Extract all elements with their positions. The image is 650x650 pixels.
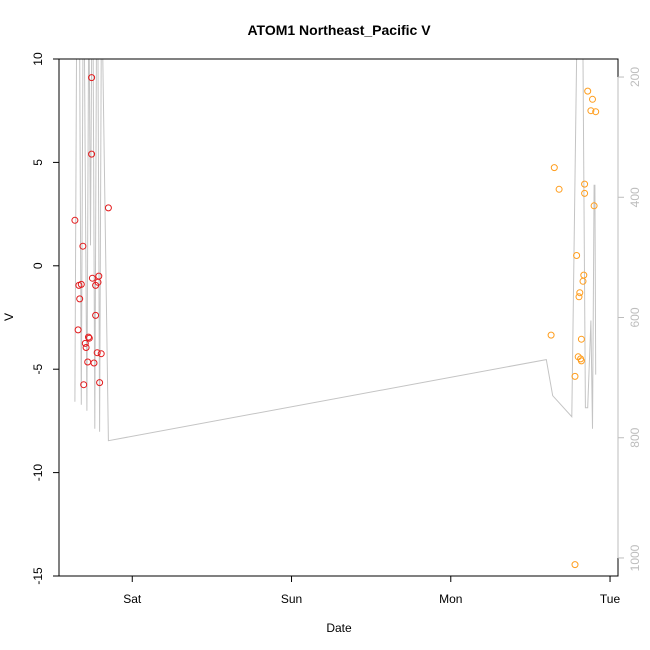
series-1-point-22 xyxy=(96,379,104,387)
points-layer xyxy=(71,74,600,569)
series-1-point-17 xyxy=(92,311,100,319)
y-tick-label-2: 5 xyxy=(31,159,45,166)
y2-tick-label-5: 1000 xyxy=(628,544,642,571)
series-2-point-21 xyxy=(592,108,600,116)
series-2-point-9 xyxy=(576,289,584,297)
secondary-y-axis: 200 400 600 800 1000 xyxy=(617,67,642,571)
series-2-point-4 xyxy=(571,372,579,380)
y-tick-label-3: 0 xyxy=(31,262,45,269)
y-tick-label-4: -5 xyxy=(31,364,45,375)
series-2-point-3 xyxy=(555,185,563,193)
y-tick-label-6: -15 xyxy=(31,567,45,585)
series-1-point-23 xyxy=(97,350,105,358)
series-2-point-5 xyxy=(571,561,579,569)
series-2-point-13 xyxy=(579,277,587,285)
series-2-point-14 xyxy=(580,271,588,279)
x-tick-label-2: Sun xyxy=(281,592,302,606)
series-1-point-4 xyxy=(76,295,84,303)
x-axis: Sat Sun Mon Tue xyxy=(123,576,620,606)
series-1-point-21 xyxy=(95,272,103,280)
series-1-point-14 xyxy=(88,150,96,158)
x-tick-label-3: Mon xyxy=(439,592,462,606)
y-axis: 10 5 0 -5 -10 -15 xyxy=(31,52,60,585)
series-1-point-8 xyxy=(81,339,89,347)
series-2-point-16 xyxy=(581,189,589,197)
y-tick-label-1: 10 xyxy=(31,52,45,66)
series-2-point-18 xyxy=(587,107,595,115)
series-2-point-2 xyxy=(550,164,558,172)
series-1-point-10 xyxy=(84,358,92,366)
y2-tick-label-1: 200 xyxy=(628,67,642,87)
x-axis-label: Date xyxy=(326,621,352,635)
series-1-point-11 xyxy=(85,333,92,341)
series-1-point-1 xyxy=(71,216,79,224)
x-tick-label-1: Sat xyxy=(123,592,142,606)
y2-tick-label-3: 600 xyxy=(628,307,642,327)
series-2-point-17 xyxy=(584,87,592,95)
y2-tick-label-2: 400 xyxy=(628,187,642,207)
series-1-point-5 xyxy=(77,280,85,288)
series-1-point-2 xyxy=(74,326,82,334)
series-2-point-20 xyxy=(590,202,598,210)
series-1-point-7 xyxy=(80,381,88,389)
series-1-point-16 xyxy=(90,359,98,367)
series-1-point-9 xyxy=(82,344,90,351)
series-2-point-1 xyxy=(547,331,555,339)
series-2-point-11 xyxy=(577,357,585,365)
series-2-point-15 xyxy=(581,180,589,188)
series-1-point-15 xyxy=(88,274,96,282)
depth-series-line xyxy=(74,58,597,442)
series-1-point-13 xyxy=(88,74,96,82)
series-1-point-12 xyxy=(85,334,93,342)
y-axis-label: V xyxy=(2,313,16,321)
series-1-point-19 xyxy=(93,349,101,357)
x-tick-label-4: Tue xyxy=(600,592,621,606)
series-2-point-6 xyxy=(573,252,581,259)
chart-title: ATOM1 Northeast_Pacific V xyxy=(247,22,431,38)
y2-tick-label-4: 800 xyxy=(628,427,642,447)
series-1-point-6 xyxy=(79,242,87,250)
series-2-point-19 xyxy=(589,95,596,103)
series-2-point-8 xyxy=(575,293,583,301)
series-1-point-24 xyxy=(104,204,112,212)
plot-frame xyxy=(58,58,619,577)
y-tick-label-5: -10 xyxy=(31,464,45,482)
depth-line-layer xyxy=(74,58,597,442)
series-2-point-12 xyxy=(577,335,585,343)
